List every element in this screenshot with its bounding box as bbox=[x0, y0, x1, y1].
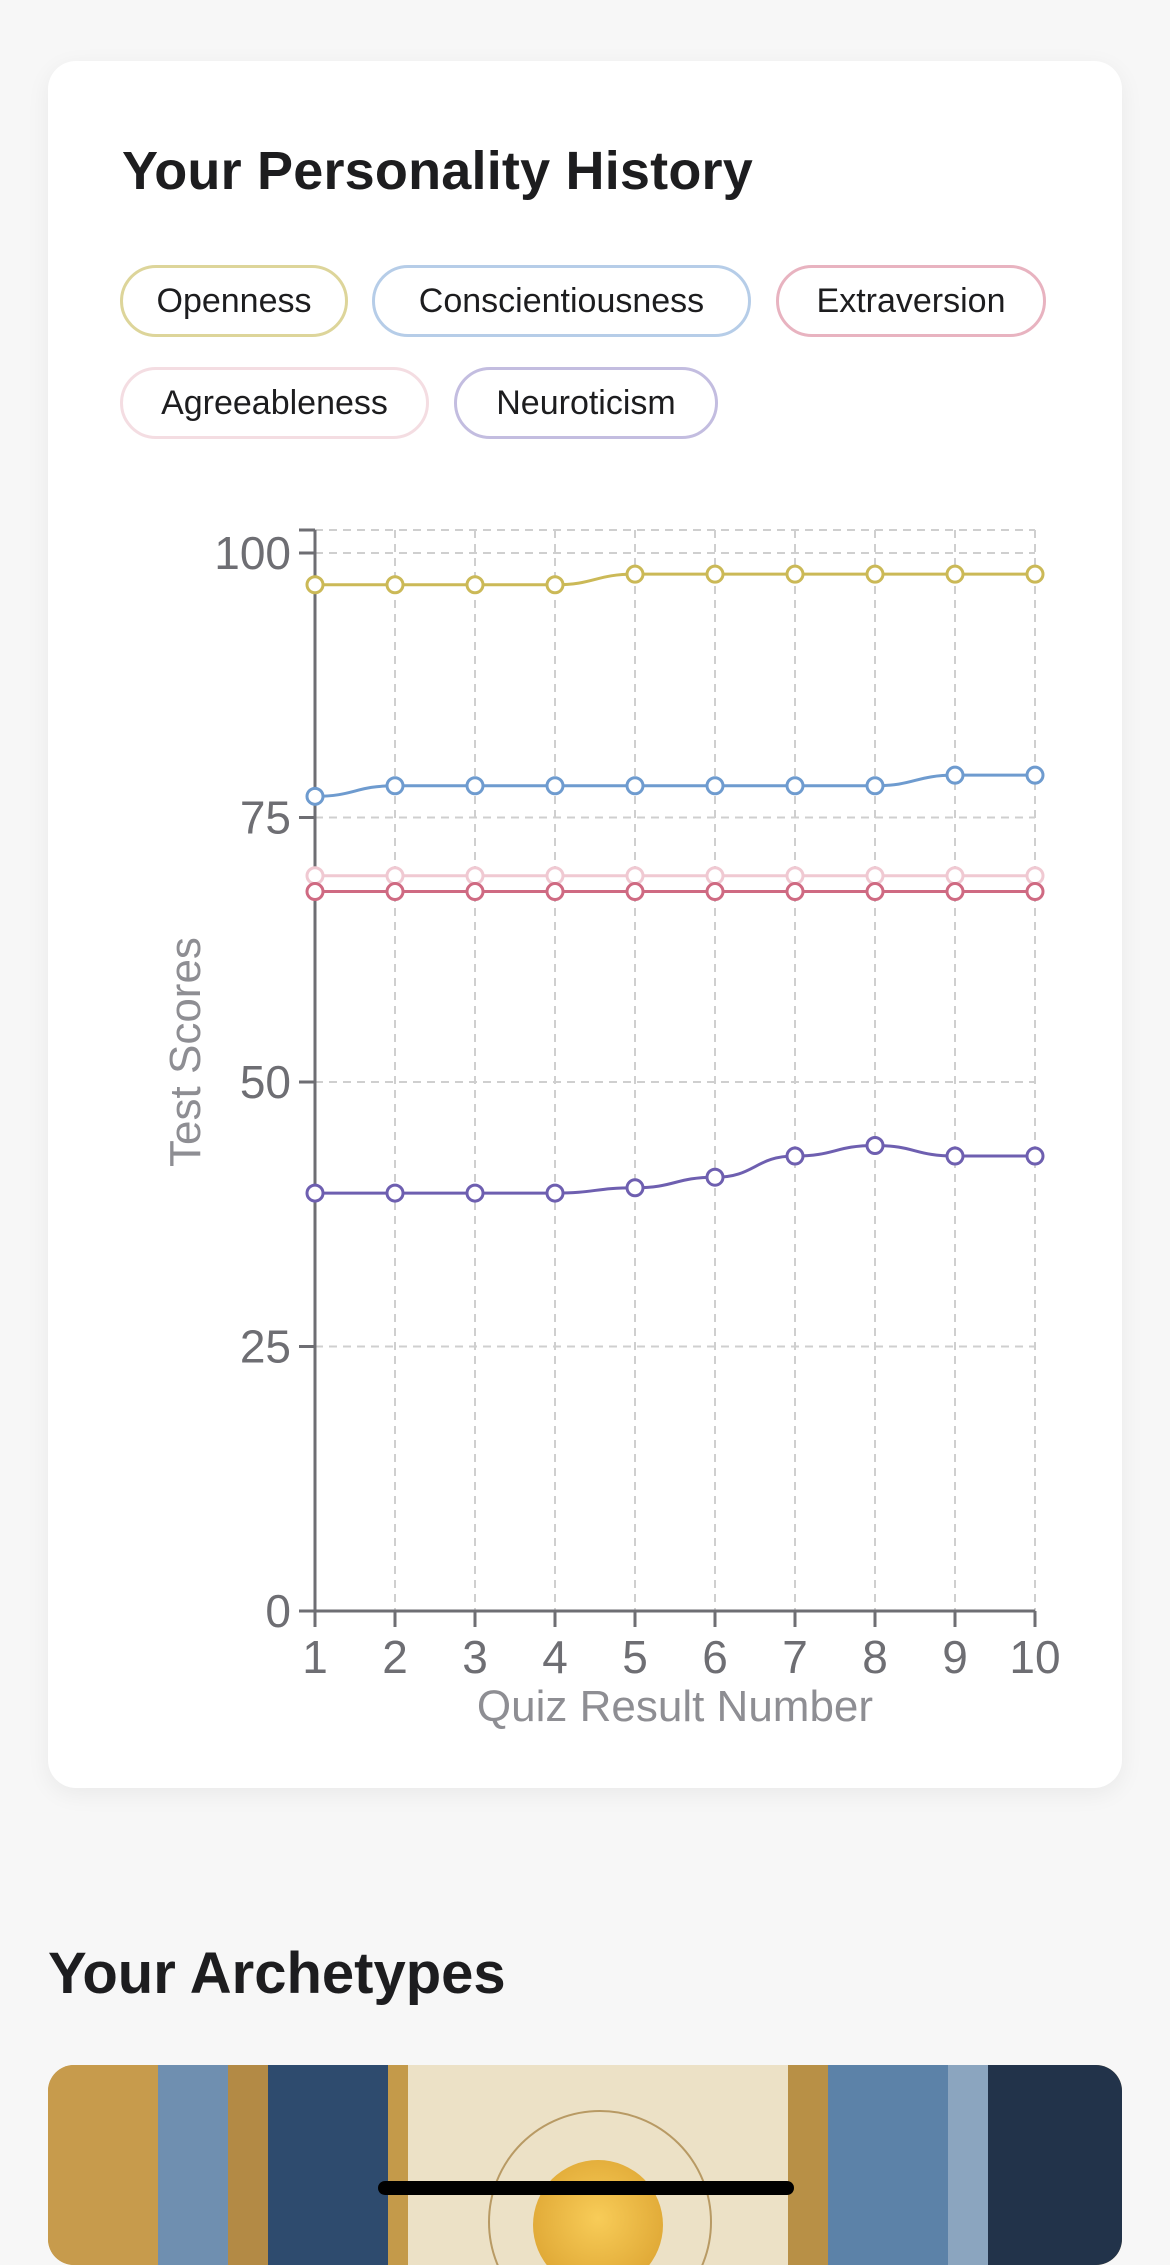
art-stripe bbox=[48, 2065, 158, 2265]
data-point-conscientiousness bbox=[785, 776, 805, 796]
x-tick-label: 2 bbox=[382, 1631, 408, 1683]
data-point-extraversion bbox=[545, 882, 565, 902]
data-point-openness bbox=[385, 575, 405, 595]
data-point-neuroticism bbox=[465, 1183, 485, 1203]
x-tick-label: 3 bbox=[462, 1631, 488, 1683]
data-point-openness bbox=[465, 575, 485, 595]
chip-neuroticism[interactable]: Neuroticism bbox=[454, 367, 718, 439]
x-tick-label: 1 bbox=[302, 1631, 328, 1683]
data-point-conscientiousness bbox=[1025, 765, 1045, 785]
data-point-neuroticism bbox=[945, 1146, 965, 1166]
data-point-conscientiousness bbox=[705, 776, 725, 796]
data-point-neuroticism bbox=[385, 1183, 405, 1203]
art-stripe bbox=[158, 2065, 228, 2265]
data-point-openness bbox=[625, 564, 645, 584]
y-tick-label: 75 bbox=[240, 792, 291, 844]
data-point-conscientiousness bbox=[465, 776, 485, 796]
art-stripe bbox=[388, 2065, 408, 2265]
data-point-agreeableness bbox=[945, 866, 965, 886]
archetypes-title: Your Archetypes bbox=[48, 1941, 506, 2006]
series-line-conscientiousness bbox=[314, 773, 1035, 798]
data-point-conscientiousness bbox=[625, 776, 645, 796]
art-stripe bbox=[988, 2065, 1122, 2265]
data-point-agreeableness bbox=[465, 866, 485, 886]
data-point-neuroticism bbox=[305, 1183, 325, 1203]
chip-extraversion[interactable]: Extraversion bbox=[776, 265, 1046, 337]
x-tick-label: 6 bbox=[702, 1631, 728, 1683]
personality-history-chart: 0 25 50 75 100 1 2 3 4 5 6 7 8 9 10 Quiz Result Number T… bbox=[48, 490, 1122, 1750]
archetype-card-image[interactable] bbox=[48, 2065, 1122, 2265]
data-point-agreeableness bbox=[865, 866, 885, 886]
data-point-extraversion bbox=[865, 882, 885, 902]
chip-conscientiousness[interactable]: Conscientiousness bbox=[372, 265, 751, 337]
data-point-neuroticism bbox=[865, 1135, 885, 1155]
data-point-extraversion bbox=[705, 882, 725, 902]
data-point-agreeableness bbox=[705, 866, 725, 886]
data-point-conscientiousness bbox=[305, 786, 325, 806]
data-point-conscientiousness bbox=[945, 765, 965, 785]
data-point-extraversion bbox=[305, 882, 325, 902]
x-tick-label: 5 bbox=[622, 1631, 648, 1683]
art-stripe bbox=[228, 2065, 268, 2265]
data-point-openness bbox=[545, 575, 565, 595]
series-line-neuroticism bbox=[315, 1143, 1035, 1195]
data-point-neuroticism bbox=[625, 1178, 645, 1198]
data-point-extraversion bbox=[385, 882, 405, 902]
y-tick-label: 50 bbox=[240, 1056, 291, 1108]
data-point-openness bbox=[305, 575, 325, 595]
data-point-extraversion bbox=[465, 882, 485, 902]
data-point-agreeableness bbox=[785, 866, 805, 886]
data-point-extraversion bbox=[785, 882, 805, 902]
art-stripe bbox=[788, 2065, 828, 2265]
x-tick-label: 4 bbox=[542, 1631, 568, 1683]
y-axis-label: Test Scores bbox=[161, 937, 210, 1167]
data-point-neuroticism bbox=[1025, 1146, 1045, 1166]
art-stripe bbox=[828, 2065, 948, 2265]
data-point-conscientiousness bbox=[545, 776, 565, 796]
x-tick-label: 7 bbox=[782, 1631, 808, 1683]
chip-agreeableness[interactable]: Agreeableness bbox=[120, 367, 429, 439]
series-line-openness bbox=[314, 572, 1035, 587]
data-point-openness bbox=[705, 564, 725, 584]
chip-openness[interactable]: Openness bbox=[120, 265, 348, 337]
x-tick-label: 8 bbox=[862, 1631, 888, 1683]
data-point-conscientiousness bbox=[385, 776, 405, 796]
y-tick-label: 25 bbox=[240, 1321, 291, 1373]
page-title: Your Personality History bbox=[122, 141, 753, 201]
home-indicator[interactable] bbox=[378, 2181, 794, 2195]
x-tick-label: 10 bbox=[1009, 1631, 1060, 1683]
y-tick-label: 100 bbox=[214, 527, 291, 579]
data-point-neuroticism bbox=[785, 1146, 805, 1166]
data-point-extraversion bbox=[945, 882, 965, 902]
line-chart: 0 25 50 75 100 1 2 3 4 5 6 7 8 9 10 Quiz Result Number T… bbox=[161, 527, 1061, 1731]
data-point-agreeableness bbox=[625, 866, 645, 886]
data-point-agreeableness bbox=[545, 866, 565, 886]
data-point-agreeableness bbox=[305, 866, 325, 886]
data-point-openness bbox=[785, 564, 805, 584]
personality-history-card bbox=[48, 61, 1122, 1788]
data-point-conscientiousness bbox=[865, 776, 885, 796]
data-point-agreeableness bbox=[385, 866, 405, 886]
y-tick-label: 0 bbox=[265, 1585, 291, 1637]
art-stripe bbox=[268, 2065, 388, 2265]
data-point-openness bbox=[1025, 564, 1045, 584]
data-point-openness bbox=[865, 564, 885, 584]
data-point-extraversion bbox=[625, 882, 645, 902]
x-tick-label: 9 bbox=[942, 1631, 968, 1683]
art-stripe bbox=[948, 2065, 988, 2265]
data-point-neuroticism bbox=[705, 1167, 725, 1187]
x-axis-label: Quiz Result Number bbox=[477, 1682, 873, 1731]
data-point-extraversion bbox=[1025, 882, 1045, 902]
data-point-agreeableness bbox=[1025, 866, 1045, 886]
data-point-neuroticism bbox=[545, 1183, 565, 1203]
data-point-openness bbox=[945, 564, 965, 584]
